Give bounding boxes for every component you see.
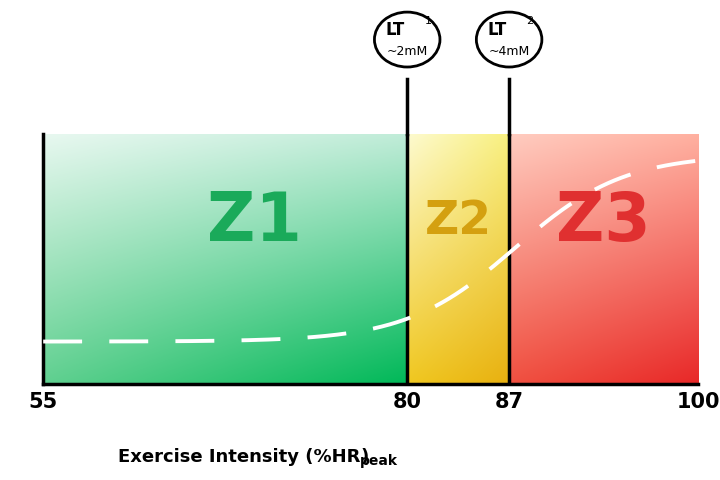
Text: LT: LT xyxy=(386,21,405,38)
Text: LT: LT xyxy=(487,21,507,38)
Text: Z2: Z2 xyxy=(425,199,492,244)
Text: Exercise Intensity (%HR: Exercise Intensity (%HR xyxy=(117,447,360,466)
Text: Z1: Z1 xyxy=(207,189,302,255)
Text: 2: 2 xyxy=(526,16,534,26)
Text: 1: 1 xyxy=(425,16,432,26)
Text: ): ) xyxy=(361,447,369,466)
Text: peak: peak xyxy=(360,454,398,468)
Text: ~2mM: ~2mM xyxy=(387,45,428,58)
Text: ~4mM: ~4mM xyxy=(488,45,530,58)
Ellipse shape xyxy=(477,12,542,67)
Ellipse shape xyxy=(374,12,440,67)
Text: Z3: Z3 xyxy=(557,189,651,255)
